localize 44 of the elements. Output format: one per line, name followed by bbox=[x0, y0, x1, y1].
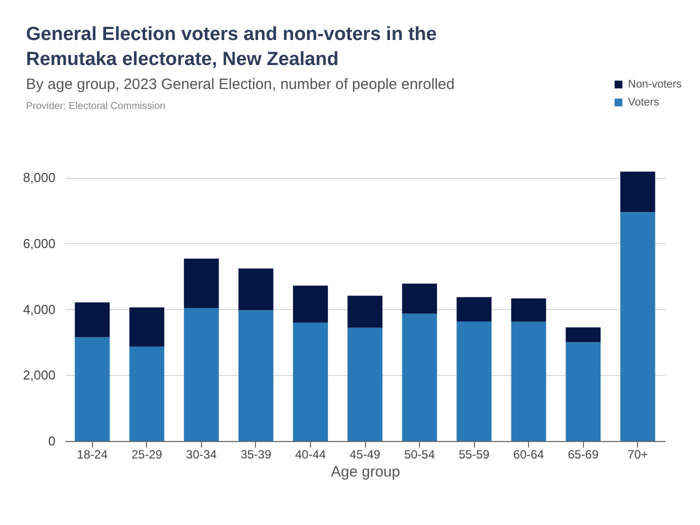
legend-label: Non-voters bbox=[628, 78, 682, 90]
y-tick-label: 2,000 bbox=[22, 368, 56, 383]
x-tick-label: 18-24 bbox=[76, 448, 108, 462]
bar bbox=[293, 286, 328, 322]
bar bbox=[402, 284, 437, 314]
bar bbox=[620, 172, 656, 212]
x-tick-label: 50-54 bbox=[404, 448, 436, 462]
bar bbox=[456, 321, 492, 441]
bar bbox=[566, 327, 601, 342]
bar bbox=[456, 297, 492, 322]
x-tick-label: 55-59 bbox=[458, 448, 490, 462]
x-tick-label: 60-64 bbox=[513, 448, 544, 462]
text: Provider: Electoral Commission bbox=[26, 101, 166, 112]
bar bbox=[238, 310, 274, 441]
x-axis-title: Age group bbox=[330, 464, 400, 480]
bar bbox=[566, 342, 601, 441]
bar bbox=[620, 212, 656, 441]
bar bbox=[129, 307, 164, 346]
legend-label: Voters bbox=[628, 96, 660, 108]
bar bbox=[129, 346, 164, 441]
bar bbox=[293, 322, 328, 441]
bar bbox=[511, 322, 546, 441]
y-tick-label: 6,000 bbox=[22, 236, 56, 251]
x-tick-label: 25-29 bbox=[131, 448, 162, 462]
x-tick-label: 30-34 bbox=[186, 448, 218, 462]
chart-subtitle: By age group, 2023 General Election, number of people enrolled bbox=[26, 76, 456, 93]
bar bbox=[402, 314, 437, 441]
bar bbox=[74, 302, 110, 338]
x-tick-label: 40-44 bbox=[295, 448, 326, 462]
bar bbox=[184, 308, 219, 441]
x-tick-label: 35-39 bbox=[240, 448, 272, 462]
bar bbox=[74, 337, 110, 441]
bar bbox=[511, 298, 546, 322]
y-tick-label: 4,000 bbox=[22, 302, 56, 317]
bar bbox=[348, 296, 382, 328]
bar bbox=[238, 268, 274, 310]
x-tick-label: 45-49 bbox=[350, 448, 381, 462]
y-tick-label: 0 bbox=[48, 434, 56, 448]
bar bbox=[184, 258, 219, 308]
chart-title: General Election voters and non-voters in the Remutaka electorate, New Zealand bbox=[26, 23, 438, 72]
bar bbox=[348, 328, 382, 441]
x-tick-label: 70+ bbox=[628, 448, 648, 462]
y-tick-label: 8,000 bbox=[22, 170, 56, 186]
x-tick-label: 65-69 bbox=[568, 448, 599, 462]
